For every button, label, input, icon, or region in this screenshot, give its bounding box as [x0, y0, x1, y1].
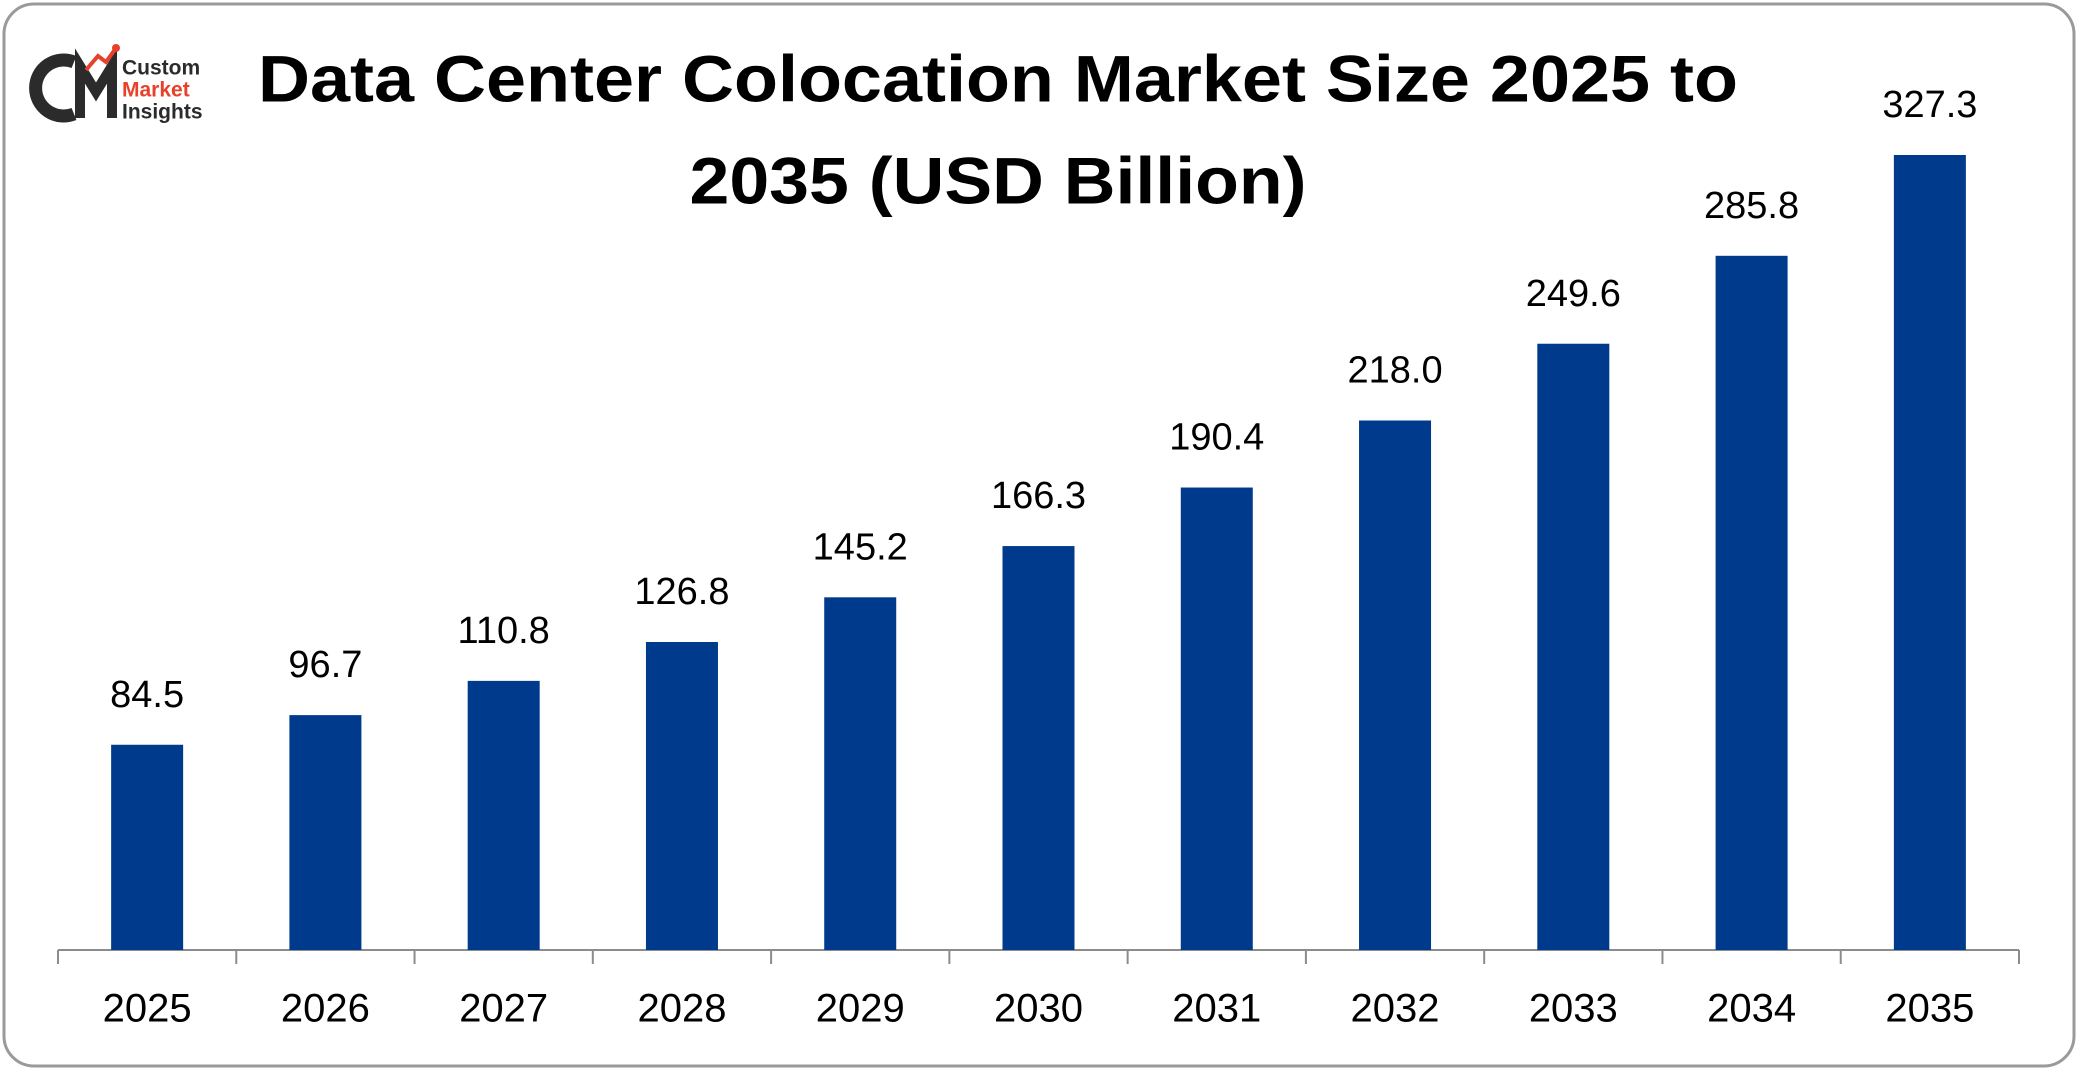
value-label: 145.2: [813, 526, 908, 568]
bar: [467, 680, 540, 950]
logo-text: Insights: [122, 101, 203, 124]
value-label: 166.3: [991, 475, 1086, 517]
x-tick-label: 2035: [1885, 987, 1974, 1031]
bar: [111, 744, 184, 950]
bar: [824, 597, 897, 950]
value-label: 84.5: [110, 674, 184, 716]
logo-icon: [29, 44, 120, 123]
bar: [289, 715, 362, 950]
x-tick-label: 2032: [1351, 987, 1440, 1031]
bar: [1537, 343, 1610, 950]
x-tick-label: 2028: [637, 987, 726, 1031]
bar: [1359, 420, 1432, 950]
bar: [1180, 487, 1253, 950]
x-tick-label: 2025: [103, 987, 192, 1031]
bar: [645, 642, 718, 950]
x-tick-label: 2027: [459, 987, 548, 1031]
value-label: 218.0: [1347, 350, 1442, 392]
bar: [1002, 546, 1075, 950]
x-tick-label: 2031: [1172, 987, 1261, 1031]
value-label: 190.4: [1169, 417, 1264, 459]
value-label: 327.3: [1882, 84, 1977, 126]
value-label: 285.8: [1704, 185, 1799, 227]
value-label: 110.8: [458, 610, 550, 652]
x-tick-label: 2030: [994, 987, 1083, 1031]
logo-text: Custom: [122, 57, 200, 80]
value-label: 96.7: [288, 644, 362, 686]
value-label: 249.6: [1526, 273, 1621, 315]
x-tick-label: 2026: [281, 987, 370, 1031]
chart-title: 2035 (USD Billion): [690, 143, 1307, 217]
x-tick-label: 2033: [1529, 987, 1618, 1031]
x-tick-label: 2034: [1707, 987, 1796, 1031]
value-label: 126.8: [634, 571, 729, 613]
bar: [1893, 155, 1966, 950]
x-tick-label: 2029: [816, 987, 905, 1031]
logo-text: Market: [122, 79, 190, 102]
bar: [1715, 255, 1788, 951]
chart-title: Data Center Colocation Market Size 2025 …: [258, 41, 1738, 115]
